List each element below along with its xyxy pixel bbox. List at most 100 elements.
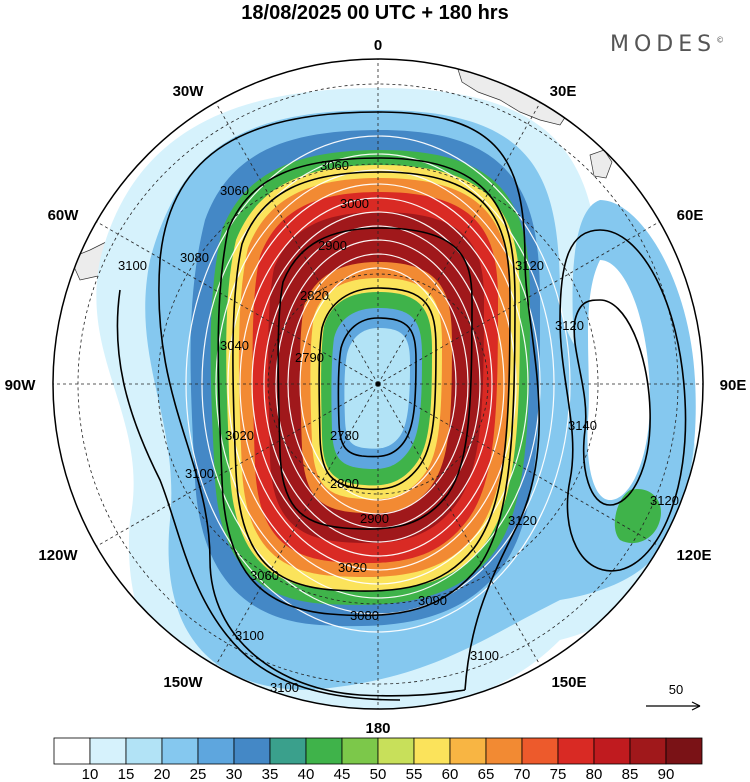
latitude-circle — [157, 163, 599, 605]
colorbar-swatch — [557, 737, 595, 765]
contour-label: 3000 — [340, 196, 369, 211]
colorbar-tick-label: 45 — [334, 766, 351, 782]
contour-label: 3100 — [118, 258, 147, 273]
meridian-labels: 0 30E 60E 90E 120E 150E 180 150W 120W 90… — [5, 37, 747, 737]
colorbar-tick-label: 55 — [406, 766, 423, 782]
contour-label: 3120 — [650, 493, 679, 508]
meridian-line — [215, 383, 379, 666]
colorbar-tick-label: 75 — [550, 766, 567, 782]
colorbar: 10 15 20 25 30 35 40 45 50 55 60 65 70 75 80 85 90 — [53, 737, 703, 782]
contour-3140-east — [573, 299, 651, 506]
colorbar-tick-label: 70 — [514, 766, 531, 782]
colorbar-tick-label: 25 — [190, 766, 207, 782]
contour-label: 3080 — [350, 608, 379, 623]
geopotential-contours — [116, 111, 687, 701]
meridian-line — [377, 383, 660, 547]
colorbar-tick-label: 90 — [658, 766, 675, 782]
map-border — [52, 58, 704, 710]
colorbar-swatch — [629, 737, 667, 765]
contour-label: 2900 — [318, 238, 347, 253]
inner-band-15 — [344, 328, 410, 449]
colorbar-tick-label: 10 — [82, 766, 99, 782]
contour-label: 3060 — [250, 568, 279, 583]
meridian-label-120w: 120W — [38, 547, 78, 564]
east-band-10 — [587, 260, 650, 500]
colorbar-swatch — [449, 737, 487, 765]
contour-label: 3060 — [220, 183, 249, 198]
contour-label: 3100 — [235, 628, 264, 643]
contour-labels: 3060 3060 3000 2900 2820 2790 2780 2800 … — [118, 158, 679, 695]
colorbar-tick-label: 60 — [442, 766, 459, 782]
colorbar-swatch — [665, 737, 703, 765]
meridian-line — [377, 221, 660, 385]
reference-vector-label: 50 — [669, 682, 683, 697]
meridian-label-60e: 60E — [677, 207, 704, 224]
contour-label: 2820 — [300, 288, 329, 303]
colorbar-swatch — [233, 737, 271, 765]
contour-3120-east — [559, 229, 687, 572]
contour-label: 3120 — [555, 318, 584, 333]
meridian-line — [215, 102, 379, 385]
colorbar-tick-label: 15 — [118, 766, 135, 782]
contour-label: 3040 — [220, 338, 249, 353]
contour-label: 3020 — [225, 428, 254, 443]
meridian-label-90e: 90E — [720, 377, 747, 394]
contour-label: 3060 — [320, 158, 349, 173]
contour-2790 — [337, 317, 417, 458]
graticule — [53, 59, 703, 709]
colorbar-swatch — [413, 737, 451, 765]
contour-label: 3020 — [338, 560, 367, 575]
colorbar-tick-label: 50 — [370, 766, 387, 782]
contour-3080 — [217, 157, 516, 617]
colorbar-tick-label: 40 — [298, 766, 315, 782]
meridian-line — [96, 383, 379, 547]
contour-label: 2780 — [330, 428, 359, 443]
contour-label: 3100 — [185, 466, 214, 481]
contour-2900 — [277, 227, 473, 530]
reference-vector: 50 — [646, 682, 701, 711]
colorbar-swatch — [521, 737, 559, 765]
contour-3060 — [232, 171, 511, 592]
colorbar-swatch — [377, 737, 415, 765]
contour-label: 3080 — [180, 250, 209, 265]
madagascar-land — [589, 149, 613, 179]
contour-3100-sw — [116, 289, 401, 701]
east-band-40 — [614, 489, 661, 544]
modes-logo: MODES© — [610, 32, 724, 57]
south-pole-marker — [375, 381, 381, 387]
copyright-mark: © — [716, 35, 725, 45]
meridian-label-150w: 150W — [163, 674, 203, 691]
colorbar-swatch — [161, 737, 199, 765]
contour-label: 2900 — [360, 511, 389, 526]
colorbar-swatch — [305, 737, 343, 765]
meridian-line — [377, 383, 541, 666]
meridian-label-30w: 30W — [173, 83, 205, 100]
meridian-label-150e: 150E — [551, 674, 586, 691]
colorbar-swatch — [89, 737, 127, 765]
contour-label: 3100 — [470, 648, 499, 663]
contour-label: 2800 — [330, 476, 359, 491]
meridian-line — [377, 102, 541, 385]
brand-text: MODES — [610, 32, 717, 57]
meridian-line — [96, 221, 379, 385]
meridian-label-180: 180 — [365, 720, 390, 737]
map-title: 18/08/2025 00 UTC + 180 hrs — [241, 2, 509, 24]
contour-label: 3090 — [418, 593, 447, 608]
meridian-label-0: 0 — [374, 37, 382, 54]
meridian-label-60w: 60W — [48, 207, 80, 224]
meridian-label-120e: 120E — [676, 547, 711, 564]
colorbar-swatch — [593, 737, 631, 765]
contour-label: 3120 — [515, 258, 544, 273]
colorbar-swatch — [485, 737, 523, 765]
contour-2820 — [318, 287, 437, 491]
map-disk: 3060 3060 3000 2900 2820 2790 2780 2800 … — [53, 59, 703, 709]
contour-label: 2790 — [295, 350, 324, 365]
colorbar-swatch — [125, 737, 163, 765]
colorbar-swatch — [341, 737, 379, 765]
meridian-label-30e: 30E — [550, 83, 577, 100]
reference-vector-head — [691, 701, 701, 711]
colorbar-tick-label: 85 — [622, 766, 639, 782]
colorbar-tick-label: 65 — [478, 766, 495, 782]
contour-label: 3120 — [508, 513, 537, 528]
